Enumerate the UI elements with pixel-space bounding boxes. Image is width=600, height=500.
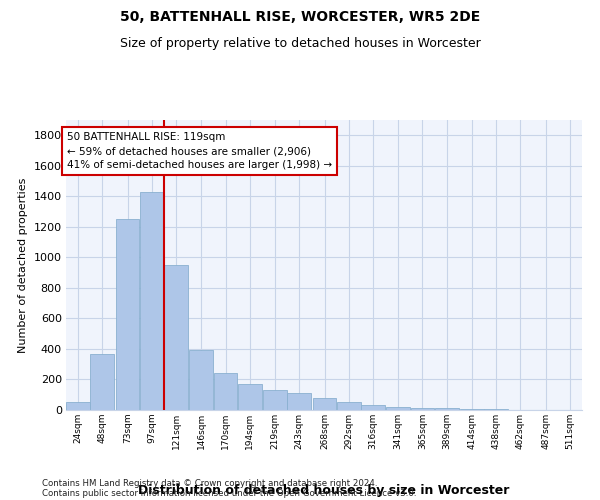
- Bar: [410, 408, 434, 410]
- Bar: [361, 406, 385, 410]
- Text: 50 BATTENHALL RISE: 119sqm
← 59% of detached houses are smaller (2,906)
41% of s: 50 BATTENHALL RISE: 119sqm ← 59% of deta…: [67, 132, 332, 170]
- Bar: [313, 398, 337, 410]
- Bar: [386, 407, 410, 410]
- Bar: [116, 219, 139, 410]
- Text: Contains HM Land Registry data © Crown copyright and database right 2024.: Contains HM Land Registry data © Crown c…: [42, 478, 377, 488]
- Bar: [140, 192, 164, 410]
- Bar: [91, 354, 114, 410]
- Text: 50, BATTENHALL RISE, WORCESTER, WR5 2DE: 50, BATTENHALL RISE, WORCESTER, WR5 2DE: [120, 10, 480, 24]
- Bar: [460, 409, 484, 410]
- Bar: [66, 402, 90, 410]
- Text: Size of property relative to detached houses in Worcester: Size of property relative to detached ho…: [119, 38, 481, 51]
- Y-axis label: Number of detached properties: Number of detached properties: [18, 178, 28, 352]
- Bar: [337, 402, 361, 410]
- Bar: [435, 408, 458, 410]
- Bar: [238, 384, 262, 410]
- Bar: [263, 390, 287, 410]
- Bar: [164, 265, 188, 410]
- Bar: [484, 409, 508, 410]
- Text: Contains public sector information licensed under the Open Government Licence v3: Contains public sector information licen…: [42, 488, 416, 498]
- X-axis label: Distribution of detached houses by size in Worcester: Distribution of detached houses by size …: [139, 484, 509, 497]
- Bar: [190, 350, 213, 410]
- Bar: [287, 393, 311, 410]
- Bar: [214, 374, 238, 410]
